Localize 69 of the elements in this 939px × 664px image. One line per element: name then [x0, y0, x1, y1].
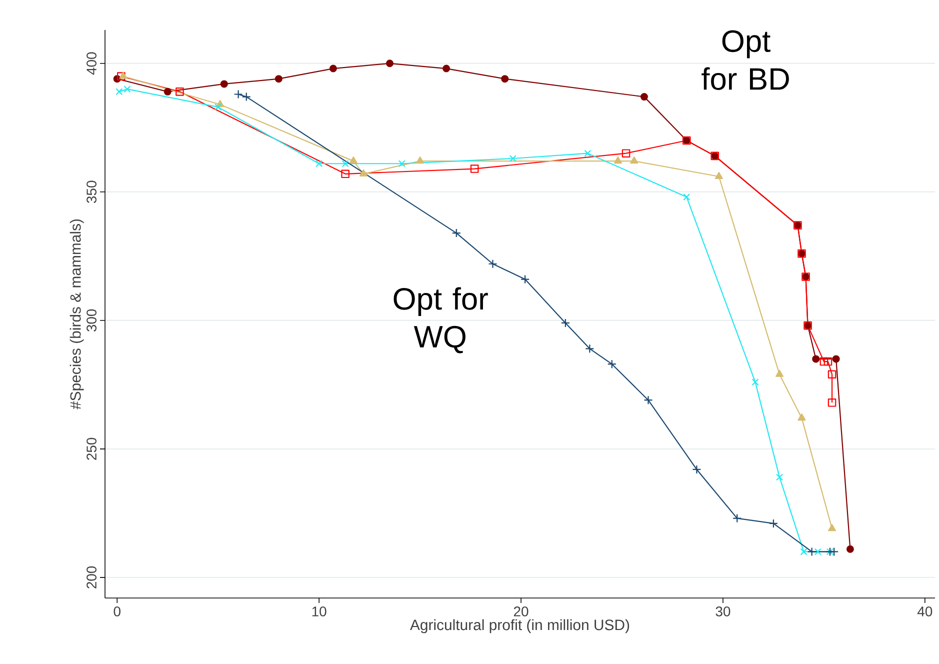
point [732, 514, 742, 523]
y-tick-label: 400 [86, 52, 96, 75]
x-axis-title: Agricultural profit (in million USD) [410, 619, 630, 634]
point [683, 194, 690, 201]
point [829, 547, 839, 556]
point [828, 524, 836, 532]
point [828, 398, 836, 407]
point [452, 228, 461, 238]
point [798, 414, 806, 421]
point [644, 396, 653, 405]
x-tick-label: 0 [114, 606, 120, 616]
point [124, 86, 131, 93]
point [812, 355, 820, 363]
point [470, 164, 479, 173]
point [776, 370, 784, 377]
point [329, 64, 337, 72]
y-tick-label: 200 [86, 566, 96, 588]
point [349, 156, 358, 164]
point [800, 548, 808, 556]
point [584, 150, 592, 157]
point [824, 357, 832, 366]
x-tick-label: 20 [514, 606, 528, 616]
y-axis-title: #Species (birds & mammals) [70, 219, 84, 410]
point [220, 80, 228, 88]
x-tick-label: 30 [716, 606, 730, 616]
point [832, 355, 840, 363]
x-tick-label: 10 [312, 606, 326, 616]
point [214, 104, 222, 111]
point [488, 259, 498, 268]
y-tick-label: 250 [86, 438, 96, 460]
point [560, 318, 570, 328]
point [807, 547, 816, 556]
point [416, 156, 424, 164]
point [820, 357, 828, 366]
point [398, 160, 406, 168]
point [359, 169, 368, 176]
x-tick-label: 40 [917, 606, 932, 616]
point [585, 344, 594, 354]
point [116, 88, 123, 96]
point [442, 64, 450, 72]
point [776, 474, 784, 481]
point [614, 156, 622, 164]
y-tick-label: 350 [86, 180, 96, 204]
annotation: Opt for WQ [394, 287, 488, 354]
point [234, 90, 243, 99]
point [714, 172, 723, 180]
point [274, 75, 282, 83]
annotation: Opt for BD [702, 30, 789, 90]
point [316, 160, 323, 168]
point [520, 274, 530, 284]
point [814, 548, 822, 556]
point [242, 92, 251, 102]
point [342, 160, 349, 168]
point [176, 88, 184, 96]
point [768, 518, 778, 528]
point [828, 370, 836, 379]
point [640, 93, 648, 101]
point [846, 545, 854, 553]
point [501, 75, 509, 83]
point [692, 464, 702, 474]
point [341, 170, 350, 178]
point [622, 149, 630, 158]
y-tick-label: 300 [86, 309, 96, 332]
point [752, 378, 759, 386]
point [386, 60, 394, 68]
point [607, 360, 616, 369]
point [164, 88, 172, 96]
point [630, 156, 638, 164]
point [509, 154, 516, 162]
